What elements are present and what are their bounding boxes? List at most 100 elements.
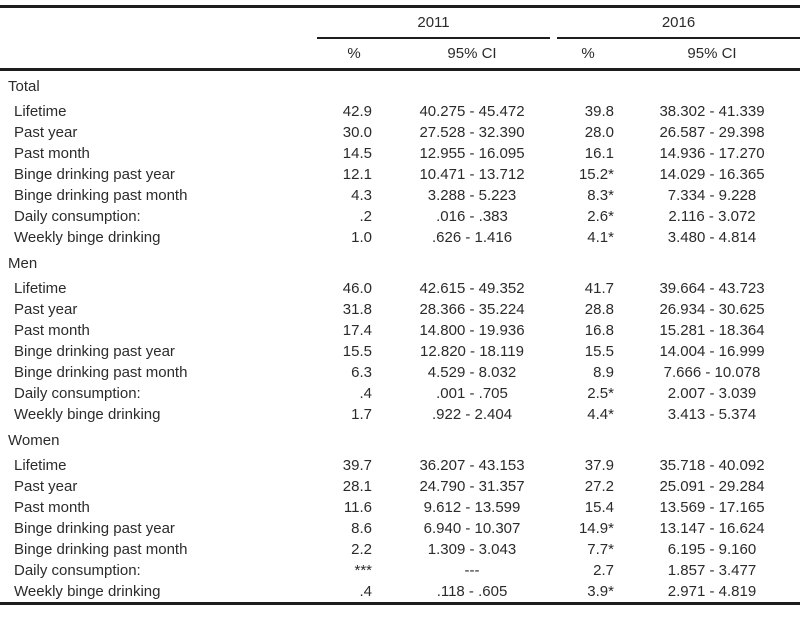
- col-header-ci-2016: 95% CI: [687, 45, 737, 62]
- row-label: Binge drinking past month: [14, 541, 188, 558]
- pct-2016: 27.2: [584, 478, 614, 495]
- measure-header-spacer: [0, 39, 316, 68]
- ci-2011: 6.940 - 10.307: [423, 520, 521, 537]
- pct-2016: 14.9*: [578, 520, 614, 537]
- table-row: Binge drinking past month 2.2 1.309 - 3.…: [0, 539, 800, 560]
- pct-2016: 2.7: [593, 562, 614, 579]
- pct-2011: 8.6: [351, 520, 372, 537]
- row-label: Past month: [14, 499, 90, 516]
- pct-2011: .4: [359, 385, 372, 402]
- ci-2016: 6.195 - 9.160: [667, 541, 757, 558]
- ci-2011: 28.366 - 35.224: [419, 301, 525, 318]
- pct-2011: 2.2: [351, 541, 372, 558]
- table-row: Binge drinking past year 12.1 10.471 - 1…: [0, 164, 800, 185]
- row-label: Lifetime: [14, 457, 67, 474]
- ci-2011: 4.529 - 8.032: [427, 364, 517, 381]
- table-row: Binge drinking past year 15.5 12.820 - 1…: [0, 341, 800, 362]
- pct-2016: 15.2*: [578, 166, 614, 183]
- ci-2011: .626 - 1.416: [431, 229, 513, 246]
- year-header-2011: 2011: [317, 8, 550, 39]
- pct-2011: 4.3: [351, 187, 372, 204]
- pct-2011: 15.5: [342, 343, 372, 360]
- ci-2016: 3.413 - 5.374: [667, 406, 757, 423]
- row-label: Past month: [14, 145, 90, 162]
- pct-2011: 46.0: [342, 280, 372, 297]
- pct-2011: 17.4: [342, 322, 372, 339]
- table-row: Lifetime 46.0 42.615 - 49.352 41.7 39.66…: [0, 278, 800, 299]
- ci-2016: 7.666 - 10.078: [663, 364, 761, 381]
- ci-2016: 13.569 - 17.165: [659, 499, 765, 516]
- ci-2016: 38.302 - 41.339: [659, 103, 765, 120]
- ci-2016: 26.587 - 29.398: [659, 124, 765, 141]
- row-label: Past year: [14, 301, 78, 318]
- table-row: Daily consumption: .4 .001 - .705 2.5* 2…: [0, 383, 800, 404]
- row-label: Binge drinking past year: [14, 343, 175, 360]
- pct-2016: 15.4: [584, 499, 614, 516]
- col-header-ci-2011: 95% CI: [447, 45, 497, 62]
- table-row: Binge drinking past year 8.6 6.940 - 10.…: [0, 518, 800, 539]
- pct-2016: 28.0: [584, 124, 614, 141]
- ci-2011: 9.612 - 13.599: [423, 499, 521, 516]
- ci-2011: 27.528 - 32.390: [419, 124, 525, 141]
- table-row: Past month 11.6 9.612 - 13.599 15.4 13.5…: [0, 497, 800, 518]
- ci-2011: 3.288 - 5.223: [427, 187, 517, 204]
- pct-2011: 1.7: [351, 406, 372, 423]
- ci-2016: 15.281 - 18.364: [659, 322, 765, 339]
- table-row: Lifetime 39.7 36.207 - 43.153 37.9 35.71…: [0, 455, 800, 476]
- ci-2016: 39.664 - 43.723: [659, 280, 765, 297]
- pct-2016: 37.9: [584, 457, 614, 474]
- ci-2011: 10.471 - 13.712: [419, 166, 525, 183]
- table-row: Past year 30.0 27.528 - 32.390 28.0 26.5…: [0, 122, 800, 143]
- pct-2011: 12.1: [342, 166, 372, 183]
- table-row: Past month 17.4 14.800 - 19.936 16.8 15.…: [0, 320, 800, 341]
- ci-2016: 1.857 - 3.477: [667, 562, 757, 579]
- row-label: Daily consumption:: [14, 562, 141, 579]
- table-row: Weekly binge drinking .4 .118 - .605 3.9…: [0, 581, 800, 602]
- ci-2011: 1.309 - 3.043: [427, 541, 517, 558]
- pct-2016: 2.5*: [587, 385, 614, 402]
- year-header-row: 2011 2016: [0, 8, 800, 39]
- pct-2016: 8.9: [593, 364, 614, 381]
- pct-2016: 28.8: [584, 301, 614, 318]
- pct-2011: 1.0: [351, 229, 372, 246]
- pct-2016: 4.1*: [587, 229, 614, 246]
- ci-2011: 14.800 - 19.936: [419, 322, 525, 339]
- table-row: Lifetime 42.9 40.275 - 45.472 39.8 38.30…: [0, 101, 800, 122]
- ci-2011: .118 - .605: [436, 583, 508, 600]
- table-row: Daily consumption: *** --- 2.7 1.857 - 3…: [0, 560, 800, 581]
- ci-2011: 42.615 - 49.352: [419, 280, 525, 297]
- pct-2016: 2.6*: [587, 208, 614, 225]
- pct-2011: .2: [359, 208, 372, 225]
- table-bottom-rule: [0, 602, 800, 605]
- row-label: Past year: [14, 478, 78, 495]
- header-bottom-rule: [0, 68, 800, 71]
- table-row: Past year 28.1 24.790 - 31.357 27.2 25.0…: [0, 476, 800, 497]
- row-label: Daily consumption:: [14, 385, 141, 402]
- table-row: Past year 31.8 28.366 - 35.224 28.8 26.9…: [0, 299, 800, 320]
- pct-2011: .4: [359, 583, 372, 600]
- table-row: Binge drinking past month 4.3 3.288 - 5.…: [0, 185, 800, 206]
- pct-2016: 39.8: [584, 103, 614, 120]
- measure-header-row: % 95% CI % 95% CI: [0, 39, 800, 68]
- pct-2011: ***: [354, 562, 372, 579]
- section-header-women: Women: [8, 432, 60, 449]
- ci-2016: 14.004 - 16.999: [659, 343, 765, 360]
- ci-2016: 14.936 - 17.270: [659, 145, 765, 162]
- row-label: Binge drinking past month: [14, 364, 188, 381]
- ci-2016: 2.007 - 3.039: [667, 385, 757, 402]
- ci-2011: ---: [464, 562, 480, 579]
- ci-2011: 12.820 - 18.119: [420, 343, 524, 360]
- row-label: Past month: [14, 322, 90, 339]
- pct-2016: 3.9*: [587, 583, 614, 600]
- year-header-spacer: [0, 8, 317, 39]
- pct-2011: 31.8: [342, 301, 372, 318]
- pct-2011: 14.5: [342, 145, 372, 162]
- ci-2016: 14.029 - 16.365: [659, 166, 765, 183]
- ci-2011: 24.790 - 31.357: [419, 478, 525, 495]
- ci-2011: 36.207 - 43.153: [419, 457, 525, 474]
- col-header-percent-2016: %: [581, 45, 595, 62]
- ci-2011: 12.955 - 16.095: [419, 145, 525, 162]
- row-label: Binge drinking past month: [14, 187, 188, 204]
- row-label: Lifetime: [14, 103, 67, 120]
- pct-2011: 6.3: [351, 364, 372, 381]
